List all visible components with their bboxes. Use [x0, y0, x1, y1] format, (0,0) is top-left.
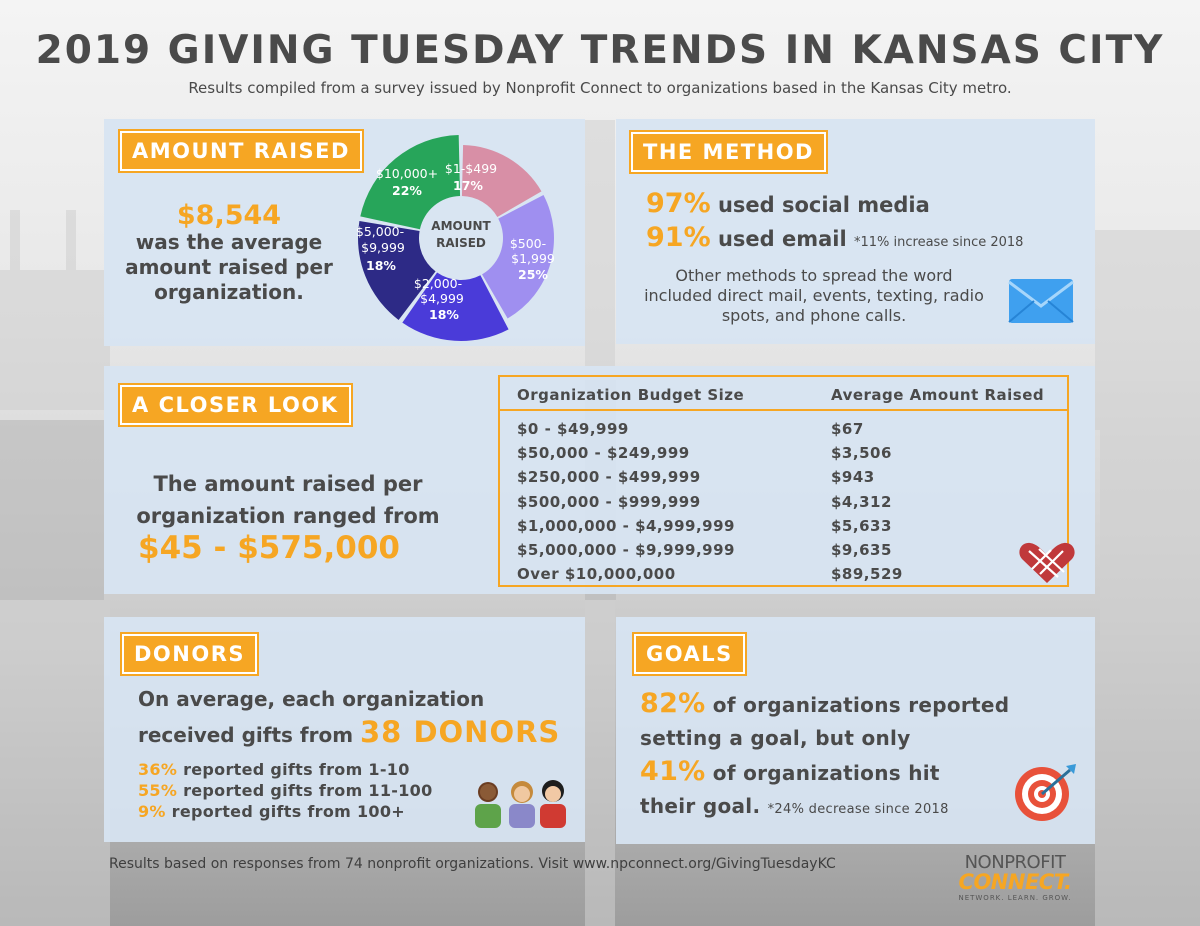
pie-slice [360, 135, 461, 230]
stat-text: reported gifts from 11-100 [183, 781, 433, 800]
amount-raised-tag: AMOUNT RAISED [120, 131, 362, 171]
header-average-raised: Average Amount Raised [831, 386, 1045, 404]
slice-pct-1-499: 17% [453, 178, 483, 193]
table-row: $250,000 - $499,999 $943 [500, 465, 1067, 489]
slice-pct-5000-9999: 18% [366, 258, 396, 273]
footer-text: Results based on responses from 74 nonpr… [109, 856, 836, 872]
slice-label-5000-9999-b: $9,999 [361, 240, 405, 255]
nonprofit-connect-logo: NONPROFIT CONNECT. NETWORK. LEARN. GROW. [956, 854, 1074, 906]
table-cell-amount: $3,506 [831, 444, 892, 462]
table-cell-amount: $4,312 [831, 493, 892, 511]
goal-hit-text-2: their goal. [640, 794, 761, 818]
table-cell-budget: Over $10,000,000 [517, 565, 676, 583]
stat-text: reported gifts from 1-10 [183, 760, 410, 779]
social-text: used social media [717, 193, 930, 217]
list-item: 9% reported gifts from 100+ [138, 801, 433, 822]
slice-label-5000-9999-a: $5,000- [356, 224, 404, 239]
pie-slice [358, 220, 436, 320]
closer-look-tag: A CLOSER LOOK [120, 385, 351, 425]
list-item: 55% reported gifts from 11-100 [138, 780, 433, 801]
social-percent: 97% [646, 188, 711, 219]
goal-set-percent: 82% [640, 688, 706, 719]
table-cell-amount: $9,635 [831, 541, 892, 559]
donor-text-before: On average, each organization received g… [138, 687, 485, 747]
other-methods-text: Other methods to spread the word include… [644, 266, 984, 325]
table-row: Over $10,000,000 $89,529 [500, 562, 1067, 586]
stat-percent: 36% [138, 760, 178, 779]
social-media-line: 97% used social media [646, 188, 930, 219]
table-row: $0 - $49,999 $67 [500, 417, 1067, 441]
goal-hit-note: *24% decrease since 2018 [767, 802, 949, 817]
logo-mid: CONNECT. [958, 870, 1072, 894]
goal-line-4: their goal. *24% decrease since 2018 [640, 790, 1060, 826]
table-cell-amount: $89,529 [831, 565, 903, 583]
table-row: $50,000 - $249,999 $3,506 [500, 441, 1067, 465]
table-cell-budget: $500,000 - $999,999 [517, 493, 701, 511]
page-title: 2019 GIVING TUESDAY TRENDS IN KANSAS CIT… [35, 28, 1165, 73]
pie-slice [461, 145, 542, 217]
budget-table-header: Organization Budget Size Average Amount … [500, 377, 1067, 411]
pie-center-label-line2: RAISED [436, 236, 486, 250]
range-value: $45 - $575,000 [138, 530, 400, 566]
goal-line-2: setting a goal, but only [640, 726, 911, 750]
goal-line-1: 82% of organizations reported [640, 687, 1060, 722]
goal-line-3: 41% of organizations hit [640, 755, 1060, 790]
slice-label-500-1999-b: $1,999 [511, 251, 555, 266]
donors-tag: DONORS [122, 634, 258, 674]
stat-percent: 9% [138, 802, 166, 821]
giving-tuesday-heart-icon [1019, 542, 1075, 583]
average-amount-value: $8,544 [176, 200, 282, 231]
logo-tagline: NETWORK. LEARN. GROW. [958, 894, 1072, 902]
table-cell-amount: $943 [831, 468, 875, 486]
goal-set-text-1: of organizations reported [712, 693, 1010, 717]
table-cell-budget: $0 - $49,999 [517, 420, 629, 438]
pie-slice [482, 195, 554, 319]
table-cell-amount: $67 [831, 420, 864, 438]
page-subtitle: Results compiled from a survey issued by… [188, 79, 1012, 97]
email-note: *11% increase since 2018 [854, 235, 1024, 250]
slice-label-2000-4999-a: $2,000- [414, 276, 462, 291]
header-budget-size: Organization Budget Size [517, 386, 745, 404]
average-amount-text: was the average amount raised per organi… [125, 230, 333, 304]
slice-pct-2000-4999: 18% [429, 307, 459, 322]
table-cell-amount: $5,633 [831, 517, 892, 535]
target-icon [1015, 764, 1076, 821]
table-row: $1,000,000 - $4,999,999 $5,633 [500, 514, 1067, 538]
range-text: The amount raised per organization range… [136, 472, 440, 528]
slice-pct-500-1999: 25% [518, 267, 548, 282]
goals-tag: GOALS [634, 634, 745, 674]
donor-stats-list: 36% reported gifts from 1-10 55% reporte… [138, 759, 433, 822]
donor-count: 38 DONORS [360, 715, 561, 749]
method-tag: THE METHOD [631, 132, 826, 172]
email-text: used email [717, 227, 847, 251]
people-icon [475, 780, 566, 828]
goals-text: 82% of organizations reported setting a … [640, 687, 1060, 826]
slice-label-2000-4999-b: $4,999 [420, 291, 464, 306]
slice-label-10000-plus: $10,000+ [376, 166, 438, 181]
goal-hit-percent: 41% [640, 756, 706, 787]
email-line: 91% used email *11% increase since 2018 [646, 222, 1023, 253]
table-row: $5,000,000 - $9,999,999 $9,635 [500, 538, 1067, 562]
table-cell-budget: $50,000 - $249,999 [517, 444, 690, 462]
stat-text: reported gifts from 100+ [171, 802, 405, 821]
slice-label-1-499: $1-$499 [445, 161, 497, 176]
donor-average-text: On average, each organization received g… [138, 683, 568, 752]
table-cell-budget: $5,000,000 - $9,999,999 [517, 541, 735, 559]
stat-percent: 55% [138, 781, 178, 800]
table-cell-budget: $250,000 - $499,999 [517, 468, 701, 486]
list-item: 36% reported gifts from 1-10 [138, 759, 433, 780]
table-cell-budget: $1,000,000 - $4,999,999 [517, 517, 735, 535]
logo-top: NONPROFIT [964, 852, 1066, 873]
slice-label-500-1999-a: $500- [510, 236, 546, 251]
pie-slice [402, 272, 509, 341]
table-row: $500,000 - $999,999 $4,312 [500, 490, 1067, 514]
goal-hit-text-1: of organizations hit [712, 761, 940, 785]
email-percent: 91% [646, 222, 711, 253]
amount-raised-donut-chart: AMOUNT RAISED $1-$499 17% $500- $1,999 2… [356, 135, 555, 341]
pie-center-label-line1: AMOUNT [431, 219, 491, 233]
budget-table: Organization Budget Size Average Amount … [498, 375, 1069, 587]
envelope-icon [1008, 279, 1074, 323]
slice-pct-10000-plus: 22% [392, 183, 422, 198]
